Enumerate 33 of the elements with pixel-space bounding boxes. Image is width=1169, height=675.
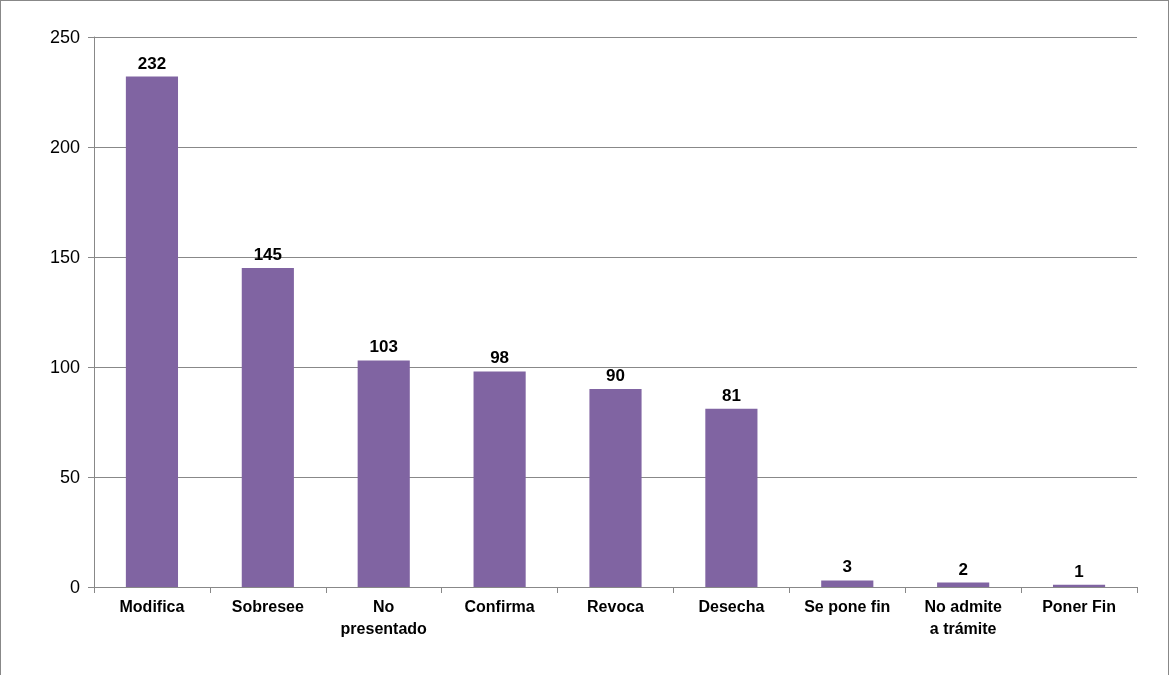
- bar: [821, 580, 874, 587]
- data-label: 98: [490, 348, 510, 368]
- bar: [1052, 584, 1106, 587]
- data-label: 2: [958, 559, 968, 579]
- data-label: 90: [606, 366, 625, 385]
- y-tick-label: 200: [49, 137, 80, 157]
- y-tick-label: 50: [59, 467, 80, 487]
- data-label: 1: [1074, 561, 1084, 581]
- x-tick-label: Modifica: [119, 597, 185, 615]
- y-tick-label: 250: [49, 27, 80, 47]
- x-tick-label: Sobresee: [231, 597, 304, 615]
- x-tick-label: No admite a trámite: [924, 597, 1002, 637]
- data-label: 103: [369, 337, 398, 357]
- bar: [705, 408, 758, 587]
- data-label: 232: [137, 53, 167, 73]
- data-label: 145: [253, 245, 283, 264]
- bar: [125, 76, 179, 587]
- x-tick-label: Poner Fin: [1042, 597, 1116, 615]
- y-tick-label: 100: [49, 357, 80, 377]
- bar: [357, 360, 410, 587]
- bar: [241, 268, 294, 587]
- x-tick-label: Revoca: [587, 597, 645, 615]
- bar: [937, 582, 990, 587]
- y-tick-label: 0: [69, 577, 80, 597]
- x-tick-label: Confirma: [464, 597, 535, 615]
- data-label: 81: [721, 385, 741, 405]
- x-tick-label: No presentado: [340, 597, 428, 637]
- x-tick-label: Desecha: [698, 597, 765, 615]
- data-label: 3: [842, 557, 853, 577]
- bar: [473, 371, 526, 587]
- bar: [589, 389, 642, 587]
- x-tick-label: Se pone fin: [804, 597, 891, 615]
- y-tick-label: 150: [49, 247, 80, 267]
